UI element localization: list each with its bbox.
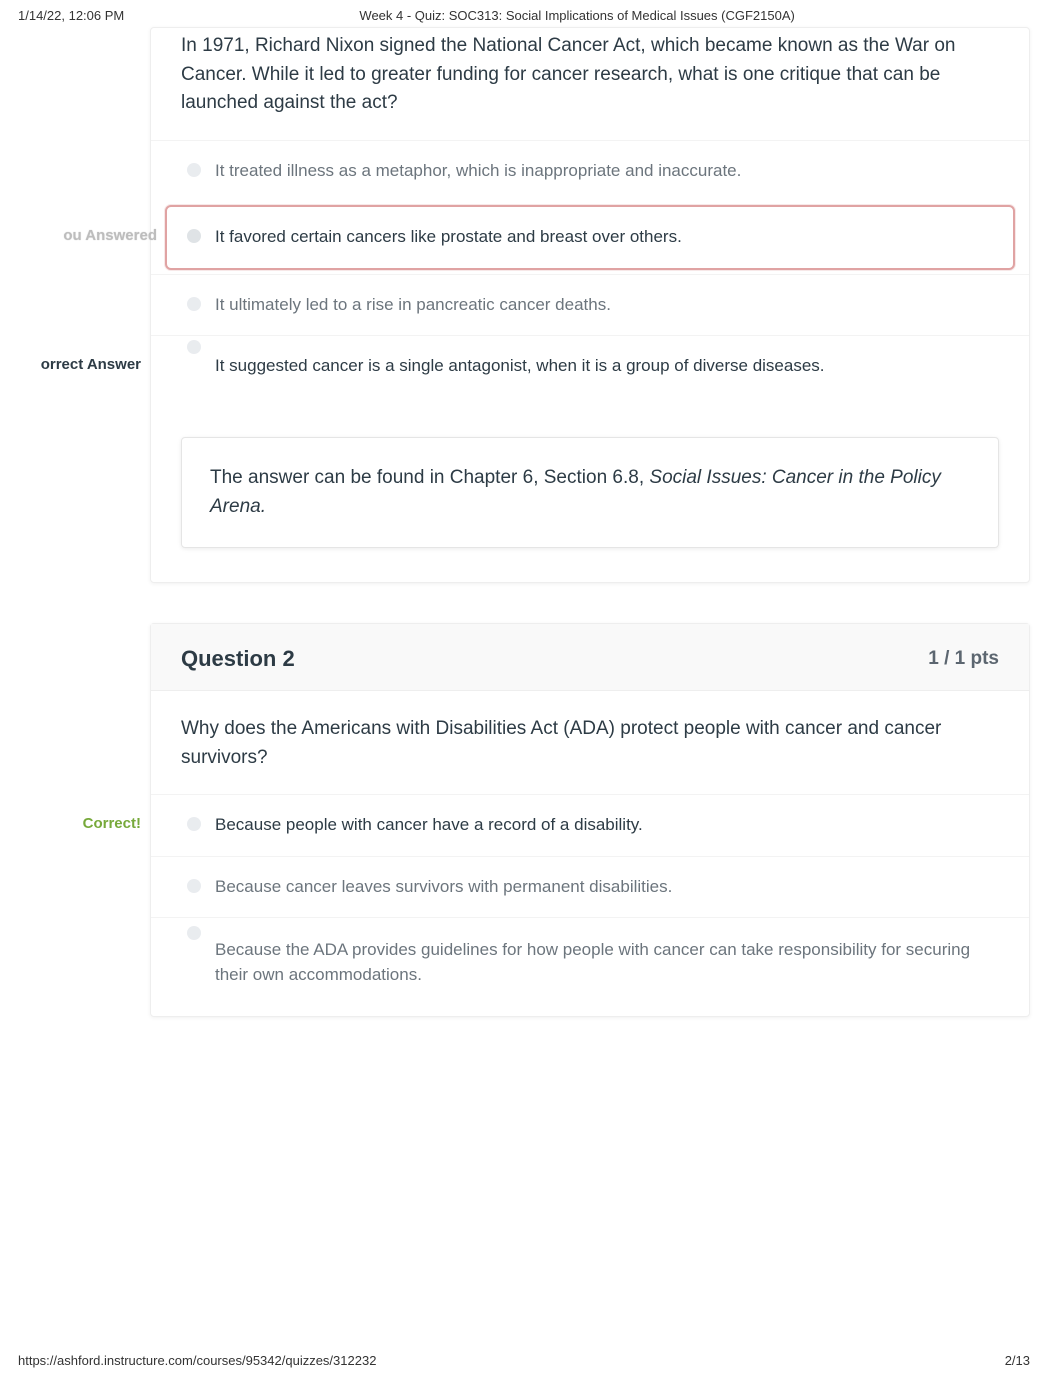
radio-icon (187, 163, 201, 177)
question-2-header: Question 2 1 / 1 pts (151, 624, 1029, 691)
print-footer: https://ashford.instructure.com/courses/… (18, 1353, 1030, 1368)
q1-answer-c[interactable]: It ultimately led to a rise in pancreati… (151, 274, 1029, 336)
q1-answer-a[interactable]: It treated illness as a metaphor, which … (151, 140, 1029, 202)
print-header: 1/14/22, 12:06 PM Week 4 - Quiz: SOC313:… (0, 0, 1062, 27)
radio-icon (187, 297, 201, 311)
answer-text: Because cancer leaves survivors with per… (215, 877, 672, 896)
question-2-prompt: Why does the Americans with Disabilities… (151, 691, 1029, 794)
q2-answer-c[interactable]: Because the ADA provides guidelines for … (151, 917, 1029, 1005)
answer-text: It treated illness as a metaphor, which … (215, 161, 741, 180)
page-root: 1/14/22, 12:06 PM Week 4 - Quiz: SOC313:… (0, 0, 1062, 1376)
correct-label: Correct! (1, 813, 141, 835)
radio-icon (187, 817, 201, 831)
question-2-title: Question 2 (181, 646, 295, 672)
answer-text: Because people with cancer have a record… (215, 815, 643, 834)
q2-answer-a-correct[interactable]: Correct! Because people with cancer have… (151, 794, 1029, 856)
print-doc-title: Week 4 - Quiz: SOC313: Social Implicatio… (124, 8, 1030, 23)
q1-answer-d-correct[interactable]: orrect Answer It suggested cancer is a s… (151, 335, 1029, 397)
q1-answer-b-you-answered[interactable]: ou Answered It favored certain cancers l… (165, 205, 1015, 270)
q1-feedback: The answer can be found in Chapter 6, Se… (181, 437, 999, 548)
radio-icon (187, 879, 201, 893)
answer-text: It favored certain cancers like prostate… (215, 227, 682, 246)
feedback-text: The answer can be found in Chapter 6, Se… (210, 467, 649, 488)
answer-text: It ultimately led to a rise in pancreati… (215, 295, 611, 314)
you-answered-label: ou Answered (17, 225, 157, 247)
correct-answer-label: orrect Answer (1, 354, 141, 376)
radio-icon (187, 926, 201, 940)
question-1-prompt: In 1971, Richard Nixon signed the Nation… (151, 28, 1029, 140)
radio-icon (187, 340, 201, 354)
question-1-answers: It treated illness as a metaphor, which … (151, 140, 1029, 408)
print-url: https://ashford.instructure.com/courses/… (18, 1353, 376, 1368)
answer-text: It suggested cancer is a single antagoni… (215, 354, 999, 379)
question-2-answers: Correct! Because people with cancer have… (151, 794, 1029, 1016)
radio-icon (187, 229, 201, 243)
answer-text: Because the ADA provides guidelines for … (215, 928, 999, 987)
question-2-points: 1 / 1 pts (928, 648, 999, 670)
print-page-number: 2/13 (1005, 1353, 1030, 1368)
print-timestamp: 1/14/22, 12:06 PM (18, 8, 124, 23)
q2-answer-b[interactable]: Because cancer leaves survivors with per… (151, 856, 1029, 918)
question-2-card: Question 2 1 / 1 pts Why does the Americ… (150, 623, 1030, 1017)
content: In 1971, Richard Nixon signed the Nation… (0, 27, 1062, 1017)
question-1-card: In 1971, Richard Nixon signed the Nation… (150, 27, 1030, 583)
